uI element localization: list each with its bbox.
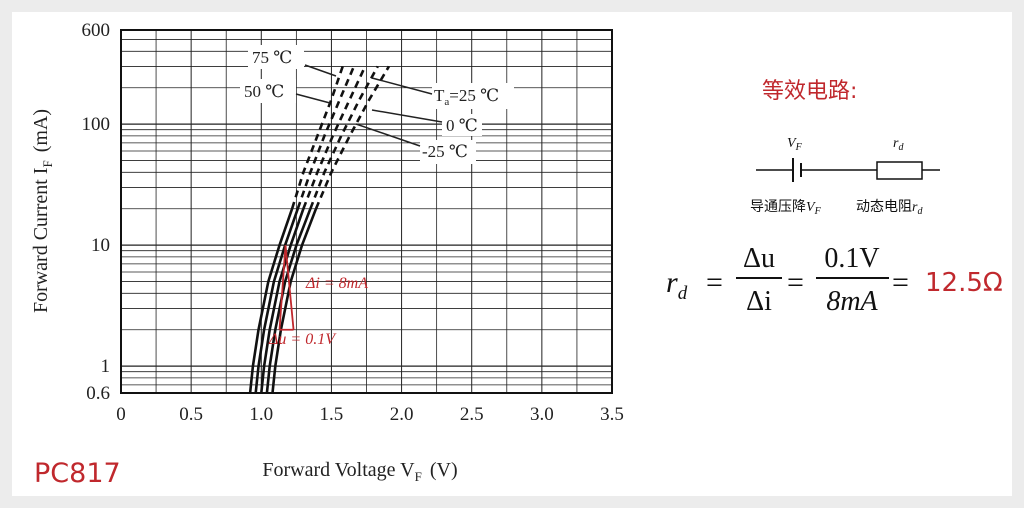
- formula-result: 12.5Ω: [925, 268, 1003, 298]
- formula-lhs: rd: [666, 266, 688, 304]
- series-solid-4: [271, 208, 318, 394]
- delta-triangle: [278, 245, 295, 331]
- label-bg-0: [442, 114, 482, 136]
- label-0c: 0 ℃: [446, 116, 478, 135]
- resistor-symbol-label: rd: [893, 136, 904, 153]
- label-bg-m25: [420, 140, 476, 164]
- formula-eq-2: =: [787, 266, 804, 299]
- x-tick-label: 3.5: [600, 404, 624, 425]
- label-50c: 50 ℃: [244, 82, 284, 101]
- resistor-caption: 动态电阻rd: [856, 199, 923, 217]
- circuit-title: 等效电路:: [762, 79, 857, 104]
- delta-i-label: Δi = 8mA: [305, 275, 368, 292]
- y-axis-label: Forward Current IF(mA): [30, 109, 55, 313]
- y-tick-label: 600: [82, 20, 111, 41]
- frac2-numerator: 0.1V: [824, 243, 879, 274]
- label-bg-50: [240, 79, 296, 103]
- x-tick-label: 0: [116, 404, 126, 425]
- x-tick-label: 2.5: [460, 404, 484, 425]
- source-symbol: VF: [787, 136, 803, 153]
- series-dashed-3: [309, 65, 379, 210]
- series-solid-0: [248, 208, 294, 394]
- label-bg-75: [248, 45, 304, 69]
- frac1-denominator: Δi: [746, 286, 772, 317]
- label-75c: 75 ℃: [252, 48, 292, 67]
- series-solid-2: [260, 208, 305, 394]
- forward-voltage-chart: 0 0.5 1.0 1.5 2.0 2.5 3.0 3.5 600 100 10 1 0.6 Forwa…: [30, 20, 624, 489]
- chart-curves: [248, 65, 391, 394]
- formula-eq-1: =: [706, 266, 723, 299]
- label-bg-25: [432, 83, 514, 109]
- formula-eq-3: =: [892, 266, 909, 299]
- x-tick-label: 2.0: [390, 404, 414, 425]
- series-dashed-4: [314, 65, 391, 210]
- leader-50c: [295, 93, 331, 104]
- x-tick-label: 1.5: [320, 404, 344, 425]
- label-minus25c: -25 ℃: [422, 142, 468, 161]
- curve-labels: 75 ℃ 50 ℃ Ta=25 ℃ 0 ℃ -25 ℃: [240, 45, 514, 164]
- y-tick-label: 0.6: [86, 383, 110, 404]
- series-dashed-1: [296, 65, 356, 210]
- leader-25c: [371, 77, 433, 95]
- leader-75c: [304, 64, 337, 77]
- y-tick-label: 1: [101, 356, 111, 377]
- source-caption: 导通压降VF: [750, 199, 822, 217]
- chart-ticks: 0 0.5 1.0 1.5 2.0 2.5 3.0 3.5 600 100 10 1 0.6: [82, 20, 624, 425]
- series-dashed-2: [302, 65, 367, 210]
- y-tick-label: 10: [91, 235, 110, 256]
- device-label: PC817: [34, 458, 121, 489]
- series-solid-3: [265, 208, 312, 394]
- leader-minus25c: [355, 123, 421, 147]
- x-tick-label: 0.5: [179, 404, 203, 425]
- frac2-denominator: 8mA: [826, 286, 878, 317]
- x-axis-label: Forward Voltage VF (V): [262, 459, 457, 484]
- equivalent-circuit: 等效电路: VF rd 导通压降VF 动态电阻rd: [750, 79, 940, 217]
- leader-0c: [371, 109, 443, 123]
- x-tick-label: 3.0: [530, 404, 554, 425]
- x-tick-label: 1.0: [249, 404, 273, 425]
- plot-frame: [120, 29, 613, 394]
- delta-annotation: Δi = 8mA Δu = 0.1V: [268, 245, 368, 348]
- series-dashed-0: [290, 65, 344, 210]
- frac1-numerator: Δu: [743, 243, 775, 274]
- resistor-symbol: [876, 161, 923, 180]
- label-25c: Ta=25 ℃: [434, 86, 499, 108]
- chart-grid: [120, 29, 613, 394]
- y-tick-label: 100: [82, 114, 111, 135]
- delta-u-label: Δu = 0.1V: [268, 331, 337, 348]
- series-solid-1: [254, 208, 300, 394]
- dynamic-resistance-formula: rd = Δu Δi = 0.1V 8mA = 12.5Ω: [666, 243, 1003, 317]
